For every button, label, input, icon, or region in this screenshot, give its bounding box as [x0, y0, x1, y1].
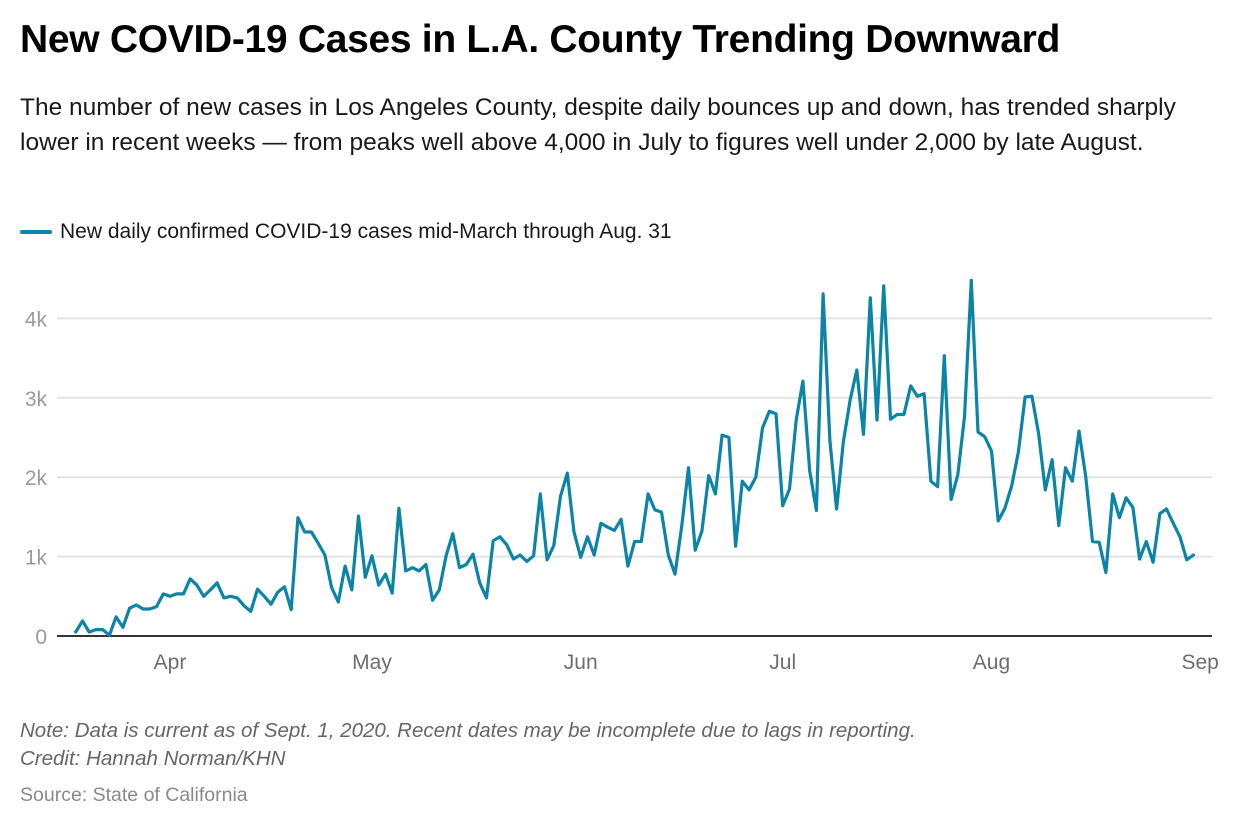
y-tick-label: 2k: [25, 467, 48, 490]
note-text: Note: Data is current as of Sept. 1, 202…: [20, 719, 916, 742]
chart-subtitle: The number of new cases in Los Angeles C…: [20, 94, 1176, 156]
legend-label: New daily confirmed COVID-19 cases mid-M…: [60, 220, 672, 243]
y-axis: 0 1k 2k 3k 4k: [25, 308, 48, 649]
legend-swatch: [20, 230, 52, 234]
x-tick-label: Jul: [769, 651, 796, 674]
credit-text: Credit: Hannah Norman/KHN: [20, 747, 286, 770]
y-tick-label: 3k: [25, 388, 48, 411]
x-tick-label: Aug: [973, 651, 1010, 674]
gridlines: [57, 317, 1212, 558]
x-axis: Apr May Jun Jul Aug Sep: [154, 651, 1219, 674]
y-tick-label: 1k: [25, 547, 48, 570]
y-tick-label: 0: [35, 626, 47, 649]
chart-title: New COVID-19 Cases in L.A. County Trendi…: [20, 18, 1061, 61]
x-tick-label: Apr: [154, 651, 187, 674]
legend: New daily confirmed COVID-19 cases mid-M…: [20, 220, 672, 244]
source-text: Source: State of California: [20, 784, 248, 806]
footnote: Note: Data is current as of Sept. 1, 202…: [20, 717, 916, 773]
x-tick-label: Sep: [1182, 651, 1219, 674]
series-group: [74, 278, 1196, 637]
y-tick-label: 4k: [25, 308, 48, 331]
x-tick-label: May: [352, 651, 392, 674]
series-line: [74, 278, 1196, 637]
line-chart: 0 1k 2k 3k 4k Apr May Jun Jul Aug Sep: [25, 278, 1219, 674]
x-tick-label: Jun: [564, 651, 598, 674]
